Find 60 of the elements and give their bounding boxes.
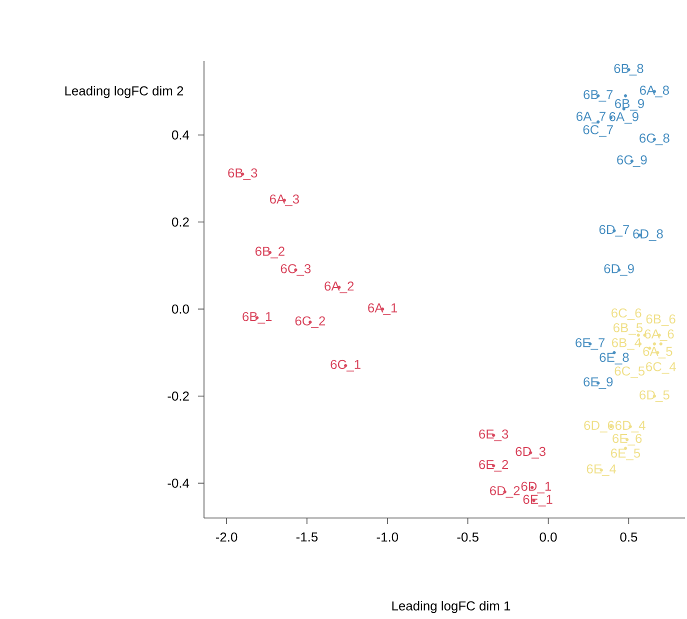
data-label: 6A_1 xyxy=(368,303,398,315)
data-label: 6C_6 xyxy=(612,308,642,320)
data-label: 6B_3 xyxy=(228,168,258,180)
data-label: 6E_7 xyxy=(576,338,605,350)
data-label: 6D_4 xyxy=(615,420,646,432)
x-tick-label: 0.5 xyxy=(620,532,638,542)
data-label: 6A_8 xyxy=(640,86,669,98)
y-tick-label: 0.2 xyxy=(172,217,189,227)
data-label: 6D_8 xyxy=(633,229,663,241)
data-label: 6D_3 xyxy=(516,446,546,459)
data-label: 6D_2 xyxy=(490,486,520,498)
x-tick-label: 0.0 xyxy=(540,532,557,542)
x-tick-label: -2.0 xyxy=(216,532,238,542)
data-label: 6C_5 xyxy=(614,366,645,378)
y-tick-label: 0.4 xyxy=(172,130,190,140)
y-tick-label: -0.2 xyxy=(168,392,189,401)
data-label: 6B_9 xyxy=(615,98,644,111)
data-label: 6D_5 xyxy=(640,390,670,402)
data-label: 6D_9 xyxy=(604,264,634,276)
data-label: 6C_1 xyxy=(330,360,360,372)
data-label: 6A_7 xyxy=(576,112,606,124)
data-label: 6C_9 xyxy=(617,155,647,167)
x-tick-label: -1.5 xyxy=(296,532,318,542)
data-label: 6A_6 xyxy=(644,329,674,342)
x-tick-label: -0.5 xyxy=(457,532,478,542)
data-label: 6E_9 xyxy=(584,377,613,389)
data-label: 6D_1 xyxy=(521,482,552,494)
data-label: 6C_7 xyxy=(583,125,613,137)
data-label: 6E_8 xyxy=(600,352,629,364)
data-label: 6B_5 xyxy=(613,323,643,335)
data-label: 6E_1 xyxy=(523,494,552,506)
y-tick-label: -0.4 xyxy=(168,478,190,488)
point xyxy=(659,342,662,346)
data-label: 6E_2 xyxy=(479,460,508,472)
data-label: 6D_7 xyxy=(599,224,630,237)
point xyxy=(624,94,628,98)
data-label: 6E_6 xyxy=(612,434,642,446)
data-label: 6C_2 xyxy=(295,316,325,328)
data-label: 6B_4 xyxy=(612,338,642,350)
data-label: 6B_1 xyxy=(242,312,272,324)
data-label: 6C_8 xyxy=(640,134,670,146)
data-label: 6B_2 xyxy=(255,246,284,258)
data-label: 6A_5 xyxy=(643,346,672,358)
y-tick-label: 0.0 xyxy=(172,304,189,314)
data-label: 6B_6 xyxy=(646,314,676,326)
data-label: 6A_3 xyxy=(270,194,299,206)
data-label: 6A_2 xyxy=(324,282,354,294)
point xyxy=(652,342,656,346)
data-label: 6E_3 xyxy=(479,429,508,442)
y-axis-title: Leading logFC dim 2 xyxy=(65,86,184,98)
data-label: 6D_6 xyxy=(584,420,614,432)
x-tick-label: -1.0 xyxy=(376,532,398,542)
data-label: 6C_3 xyxy=(280,264,311,276)
data-label: 6E_4 xyxy=(586,464,616,476)
data-label: 6A_9 xyxy=(609,112,638,124)
data-label: 6E_5 xyxy=(611,448,640,460)
data-label: 6C_4 xyxy=(646,362,676,374)
data-label: 6B_8 xyxy=(614,64,644,76)
data-label: 6B_7 xyxy=(584,90,613,102)
x-axis-title: Leading logFC dim 1 xyxy=(392,600,510,614)
